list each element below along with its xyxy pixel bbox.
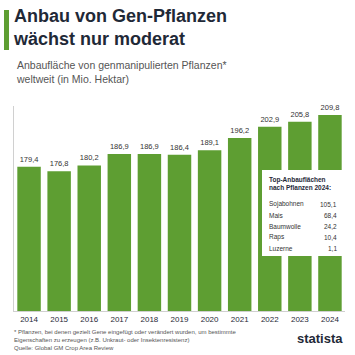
svg-text:2021: 2021: [231, 315, 249, 324]
svg-text:205,8: 205,8: [290, 110, 309, 119]
svg-text:2014: 2014: [20, 315, 38, 324]
svg-text:Quelle: Global GM Crop Area Re: Quelle: Global GM Crop Area Review: [14, 345, 114, 351]
svg-text:196,2: 196,2: [230, 126, 249, 135]
svg-text:Raps: Raps: [269, 233, 285, 241]
svg-text:186,9: 186,9: [140, 142, 159, 151]
svg-text:Baumwolle: Baumwolle: [269, 223, 301, 230]
svg-text:Mais: Mais: [269, 212, 283, 219]
svg-text:186,4: 186,4: [170, 143, 189, 152]
svg-text:2019: 2019: [171, 315, 189, 324]
svg-text:179,4: 179,4: [20, 155, 39, 164]
svg-text:24,2: 24,2: [324, 223, 337, 230]
svg-text:Top-Anbauflächennach Pflanzen: Top-Anbauflächennach Pflanzen 2024:: [269, 176, 331, 191]
svg-text:2022: 2022: [261, 315, 279, 324]
svg-text:Luzerne: Luzerne: [269, 245, 293, 252]
svg-text:105,1: 105,1: [320, 201, 337, 208]
svg-text:Sojabohnen: Sojabohnen: [269, 200, 304, 208]
svg-text:2017: 2017: [110, 315, 128, 324]
svg-text:2024: 2024: [321, 315, 339, 324]
svg-text:2020: 2020: [201, 315, 219, 324]
svg-text:209,8: 209,8: [321, 103, 340, 112]
svg-text:2023: 2023: [291, 315, 309, 324]
svg-text:68,4: 68,4: [324, 212, 337, 219]
svg-text:186,9: 186,9: [110, 142, 129, 151]
svg-text:202,9: 202,9: [260, 115, 279, 124]
svg-text:Anbaufläche von genmanipuliert: Anbaufläche von genmanipulierten Pflanze…: [16, 59, 227, 85]
svg-text:2016: 2016: [80, 315, 98, 324]
svg-text:10,4: 10,4: [324, 234, 337, 241]
svg-text:2015: 2015: [50, 315, 68, 324]
svg-text:* Pflanzen, bei denen gezielt: * Pflanzen, bei denen gezielt Gene einge…: [14, 329, 236, 343]
svg-text:176,8: 176,8: [50, 159, 69, 168]
svg-text:189,1: 189,1: [200, 138, 219, 147]
svg-text:180,2: 180,2: [80, 153, 99, 162]
svg-text:1,1: 1,1: [328, 245, 337, 252]
svg-text:Anbau von Gen-Pflanzenwächst n: Anbau von Gen-Pflanzenwächst nur moderat: [13, 6, 227, 49]
svg-text:2018: 2018: [141, 315, 159, 324]
svg-text:statista: statista: [297, 331, 343, 346]
